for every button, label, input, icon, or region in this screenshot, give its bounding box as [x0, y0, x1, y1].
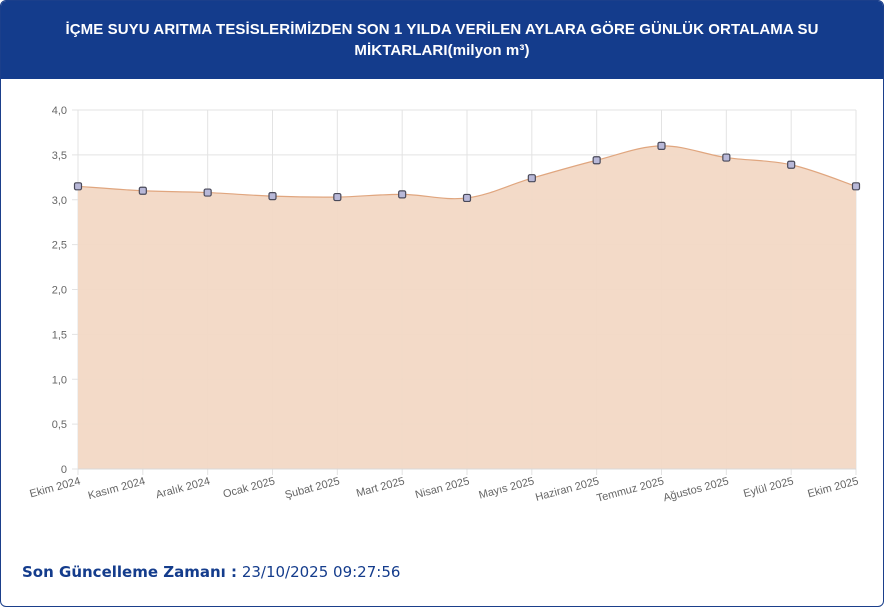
x-tick-label: Kasım 2024: [87, 475, 147, 502]
data-points: [73, 141, 861, 203]
data-point-3[interactable]: [203, 188, 212, 197]
area-fill: [78, 145, 856, 469]
y-tick-label: 1,5: [52, 329, 67, 341]
x-tick-label: Temmuz 2025: [595, 475, 665, 504]
chart-header: İÇME SUYU ARITMA TESİSLERİMİZDEN SON 1 Y…: [1, 1, 883, 79]
x-tick-label: Nisan 2025: [414, 475, 471, 501]
data-point-11[interactable]: [722, 153, 731, 162]
data-point-8[interactable]: [527, 174, 536, 183]
x-tick-label: Haziran 2025: [534, 475, 600, 504]
data-point-6[interactable]: [398, 190, 407, 199]
x-tick-label: Ekim 2025: [806, 475, 859, 500]
x-tick-label: Ocak 2025: [222, 475, 276, 500]
y-tick-label: 1,0: [52, 374, 67, 386]
y-tick-label: 3,5: [52, 150, 67, 162]
x-tick-label: Aralık 2024: [155, 475, 212, 501]
x-tick-label: Mayıs 2025: [478, 475, 536, 501]
x-tick-label: Şubat 2025: [284, 475, 341, 501]
y-tick-label: 2,0: [52, 285, 67, 297]
data-point-1[interactable]: [73, 182, 83, 191]
data-point-4[interactable]: [268, 192, 277, 201]
data-point-5[interactable]: [333, 192, 342, 202]
data-point-13[interactable]: [851, 182, 861, 191]
x-tick-label: Mart 2025: [355, 475, 406, 499]
data-point-10[interactable]: [657, 141, 666, 151]
data-point-7[interactable]: [462, 193, 472, 203]
area-chart: 0 0,5 1,0 1,5 2,0 2,5 3,0 3,5 4,0 Ekim 2024 Kasım…: [28, 105, 861, 505]
data-point-9[interactable]: [592, 156, 601, 165]
y-tick-label: 0: [61, 464, 67, 476]
y-tick-labels: 0 0,5 1,0 1,5 2,0 2,5 3,0 3,5 4,0: [52, 105, 67, 476]
data-point-2[interactable]: [138, 186, 147, 195]
chart-title: İÇME SUYU ARITMA TESİSLERİMİZDEN SON 1 Y…: [65, 21, 819, 59]
last-updated-label: Son Güncelleme Zamanı :: [22, 563, 238, 581]
x-tick-label: Ağustos 2025: [662, 475, 730, 504]
x-tick-label: Ekim 2024: [28, 475, 81, 500]
last-updated-value: 23/10/2025 09:27:56: [241, 563, 401, 581]
data-point-12[interactable]: [787, 160, 796, 169]
y-tick-label: 4,0: [52, 105, 67, 117]
y-tick-label: 3,0: [52, 195, 67, 207]
y-tick-label: 0,5: [52, 419, 67, 431]
y-tick-label: 2,5: [52, 240, 67, 252]
x-tick-labels: Ekim 2024 Kasım 2024 Aralık 2024 Ocak 2025 Ş…: [28, 475, 859, 504]
last-updated: Son Güncelleme Zamanı : 23/10/2025 09:27…: [22, 563, 400, 581]
x-tick-label: Eylül 2025: [742, 475, 795, 500]
